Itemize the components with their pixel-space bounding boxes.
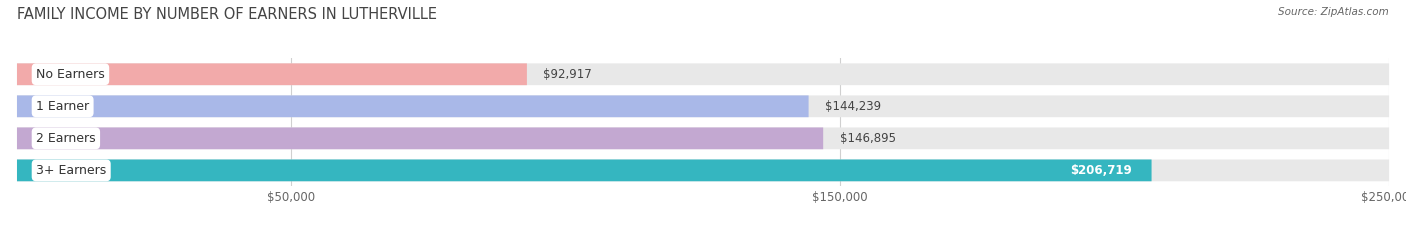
Text: $144,239: $144,239 [825, 100, 882, 113]
Text: No Earners: No Earners [37, 68, 105, 81]
FancyBboxPatch shape [17, 96, 808, 117]
FancyBboxPatch shape [17, 159, 1389, 181]
FancyBboxPatch shape [17, 63, 1389, 85]
Text: 3+ Earners: 3+ Earners [37, 164, 107, 177]
FancyBboxPatch shape [17, 63, 527, 85]
Text: Source: ZipAtlas.com: Source: ZipAtlas.com [1278, 7, 1389, 17]
Text: $206,719: $206,719 [1070, 164, 1132, 177]
FancyBboxPatch shape [17, 127, 823, 149]
Text: 2 Earners: 2 Earners [37, 132, 96, 145]
FancyBboxPatch shape [17, 159, 1152, 181]
FancyBboxPatch shape [17, 127, 1389, 149]
Text: $146,895: $146,895 [839, 132, 896, 145]
FancyBboxPatch shape [17, 96, 1389, 117]
Text: 1 Earner: 1 Earner [37, 100, 89, 113]
Text: $92,917: $92,917 [543, 68, 592, 81]
Text: FAMILY INCOME BY NUMBER OF EARNERS IN LUTHERVILLE: FAMILY INCOME BY NUMBER OF EARNERS IN LU… [17, 7, 437, 22]
